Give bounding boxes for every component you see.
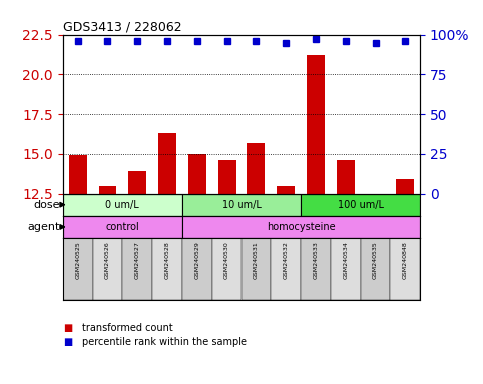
Bar bbox=[242, 238, 271, 300]
Bar bbox=[182, 216, 420, 238]
Bar bbox=[93, 238, 122, 300]
Bar bbox=[69, 156, 86, 194]
Bar bbox=[212, 238, 242, 300]
Text: homocysteine: homocysteine bbox=[267, 222, 335, 232]
Text: 10 um/L: 10 um/L bbox=[222, 200, 261, 210]
Bar bbox=[301, 194, 420, 216]
Text: 0 um/L: 0 um/L bbox=[105, 200, 139, 210]
Text: GSM240526: GSM240526 bbox=[105, 241, 110, 279]
Bar bbox=[301, 238, 331, 300]
Text: GSM240848: GSM240848 bbox=[403, 241, 408, 279]
Bar bbox=[390, 238, 420, 300]
Text: GSM240533: GSM240533 bbox=[313, 241, 318, 279]
Bar bbox=[271, 238, 301, 300]
Text: transformed count: transformed count bbox=[82, 323, 173, 333]
Text: 100 um/L: 100 um/L bbox=[338, 200, 384, 210]
Bar bbox=[182, 194, 301, 216]
Bar bbox=[337, 160, 355, 194]
Text: ■: ■ bbox=[63, 337, 72, 347]
Bar bbox=[331, 238, 361, 300]
Bar bbox=[182, 238, 212, 300]
Bar bbox=[247, 143, 265, 194]
Text: GSM240534: GSM240534 bbox=[343, 241, 348, 279]
Bar bbox=[361, 238, 390, 300]
Text: control: control bbox=[105, 222, 139, 232]
Text: agent: agent bbox=[28, 222, 60, 232]
Bar bbox=[218, 160, 236, 194]
Bar bbox=[128, 171, 146, 194]
Text: GSM240531: GSM240531 bbox=[254, 241, 259, 279]
Text: ■: ■ bbox=[63, 323, 72, 333]
Text: GDS3413 / 228062: GDS3413 / 228062 bbox=[63, 20, 182, 33]
Text: GSM240530: GSM240530 bbox=[224, 241, 229, 279]
Bar bbox=[63, 216, 182, 238]
Bar bbox=[99, 185, 116, 194]
Text: percentile rank within the sample: percentile rank within the sample bbox=[82, 337, 247, 347]
Bar bbox=[63, 238, 93, 300]
Bar bbox=[307, 55, 325, 194]
Text: GSM240528: GSM240528 bbox=[165, 241, 170, 279]
Text: dose: dose bbox=[33, 200, 60, 210]
Text: GSM240535: GSM240535 bbox=[373, 241, 378, 279]
Text: GSM240527: GSM240527 bbox=[135, 241, 140, 279]
Bar bbox=[397, 179, 414, 194]
Bar bbox=[277, 185, 295, 194]
Bar bbox=[152, 238, 182, 300]
Bar bbox=[122, 238, 152, 300]
Text: GSM240525: GSM240525 bbox=[75, 241, 80, 279]
Text: GSM240529: GSM240529 bbox=[194, 241, 199, 279]
Bar bbox=[188, 154, 206, 194]
Text: GSM240532: GSM240532 bbox=[284, 241, 289, 279]
Bar bbox=[63, 194, 182, 216]
Bar bbox=[158, 133, 176, 194]
